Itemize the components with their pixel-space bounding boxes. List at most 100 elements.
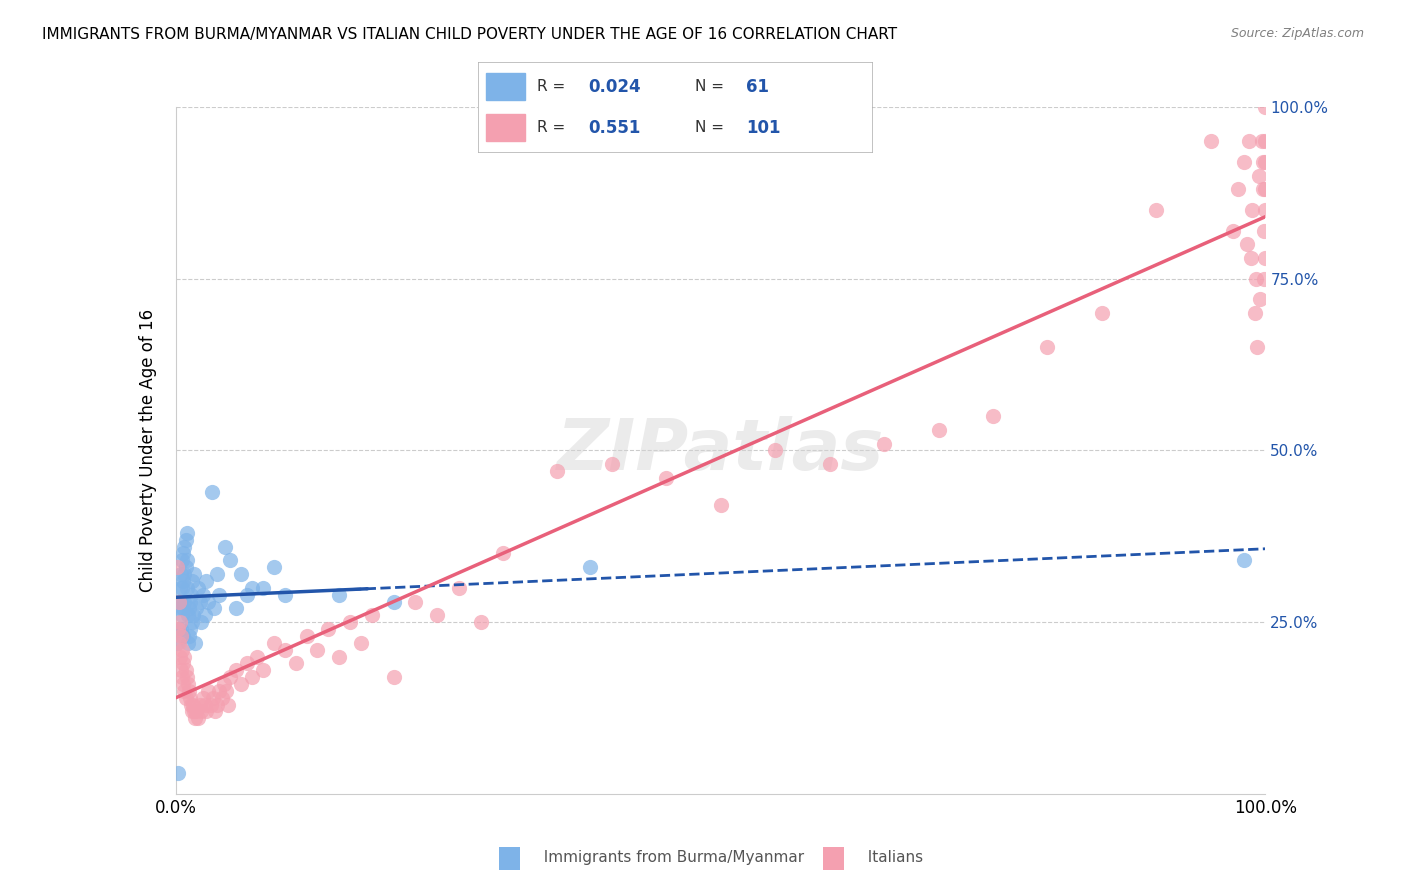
Point: [172, 553, 194, 567]
Point: [173, 567, 195, 582]
Text: N =: N =: [695, 120, 728, 135]
Point: [177, 636, 200, 650]
Point: [172, 629, 194, 643]
Point: [1199, 134, 1222, 148]
Point: [174, 533, 197, 547]
Point: [167, 594, 190, 608]
Point: [818, 457, 841, 471]
Point: [172, 677, 194, 691]
Point: [215, 683, 238, 698]
Point: [177, 601, 200, 615]
Point: [1254, 182, 1277, 196]
Point: [212, 677, 235, 691]
Point: [167, 622, 190, 636]
Point: [180, 698, 202, 712]
Point: [172, 657, 194, 671]
Point: [194, 698, 217, 712]
Point: [167, 594, 190, 608]
Point: [219, 670, 242, 684]
Point: [167, 636, 190, 650]
Point: [1222, 224, 1244, 238]
Point: [1091, 306, 1114, 320]
Point: [470, 615, 492, 630]
Point: [763, 443, 786, 458]
Point: [1232, 553, 1256, 567]
Point: [1253, 224, 1275, 238]
Point: [201, 690, 224, 705]
Point: [186, 601, 208, 615]
Text: ZIPatlas: ZIPatlas: [557, 416, 884, 485]
Point: [235, 588, 257, 602]
Point: [188, 594, 211, 608]
Point: [405, 594, 427, 608]
Point: [382, 594, 405, 608]
Point: [191, 588, 214, 602]
Point: [205, 698, 228, 712]
Point: [195, 574, 218, 588]
Text: 61: 61: [745, 78, 769, 95]
Point: [176, 525, 198, 540]
Point: [173, 594, 195, 608]
Point: [235, 657, 257, 671]
Point: [197, 683, 219, 698]
Point: [225, 601, 247, 615]
Point: [170, 622, 193, 636]
Point: [181, 615, 204, 630]
Point: [263, 560, 285, 574]
Point: [328, 649, 350, 664]
Point: [201, 484, 224, 499]
Point: [1247, 169, 1270, 183]
Point: [173, 683, 195, 698]
Point: [1251, 134, 1274, 148]
Point: [204, 705, 226, 719]
Text: 0.551: 0.551: [588, 119, 641, 136]
Point: [1244, 271, 1267, 285]
Bar: [486, 114, 526, 141]
Point: [172, 642, 194, 657]
Point: [172, 601, 194, 615]
Point: [1254, 251, 1277, 265]
Point: [194, 608, 217, 623]
Point: [240, 581, 263, 595]
Point: [183, 705, 205, 719]
Point: [177, 608, 200, 623]
Point: [219, 553, 242, 567]
Point: [600, 457, 623, 471]
Point: [172, 670, 194, 684]
Point: [382, 670, 405, 684]
Point: [208, 588, 231, 602]
Point: [173, 540, 195, 554]
Point: [1254, 100, 1277, 114]
Point: [208, 683, 231, 698]
Text: 101: 101: [745, 119, 780, 136]
Point: [177, 677, 200, 691]
Point: [231, 677, 253, 691]
Point: [167, 766, 190, 780]
Point: [190, 615, 212, 630]
Point: [1251, 155, 1274, 169]
Point: [179, 622, 201, 636]
Point: [1246, 340, 1268, 354]
Point: [1254, 155, 1277, 169]
Point: [1237, 134, 1260, 148]
Text: Immigrants from Burma/Myanmar: Immigrants from Burma/Myanmar: [534, 850, 804, 865]
Text: Italians: Italians: [858, 850, 922, 865]
Point: [240, 670, 263, 684]
Point: [166, 560, 188, 574]
Point: [169, 601, 191, 615]
Point: [546, 464, 568, 478]
Point: [174, 663, 197, 677]
Point: [176, 553, 198, 567]
Point: [205, 567, 228, 582]
Point: [447, 581, 470, 595]
Point: [426, 608, 449, 623]
Point: [492, 546, 515, 561]
Point: [184, 636, 207, 650]
Y-axis label: Child Poverty Under the Age of 16: Child Poverty Under the Age of 16: [139, 309, 157, 592]
Point: [174, 560, 197, 574]
Point: [170, 663, 193, 677]
Point: [328, 588, 350, 602]
Point: [172, 546, 194, 561]
Point: [1144, 203, 1167, 218]
Point: [177, 629, 200, 643]
